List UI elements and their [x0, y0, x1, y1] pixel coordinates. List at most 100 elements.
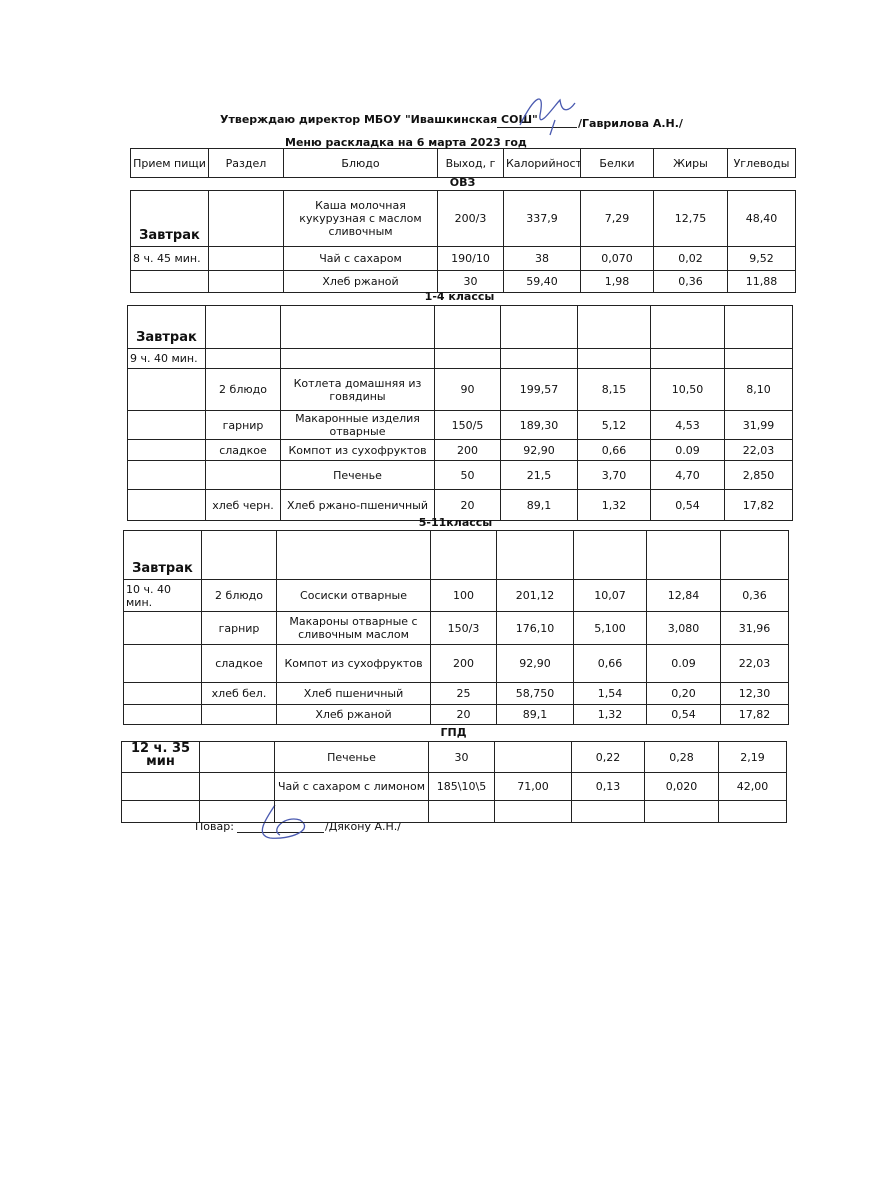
cell: Компот из сухофруктов	[276, 644, 431, 683]
cell: 3,70	[577, 460, 651, 490]
cell: 31,96	[720, 611, 789, 645]
cell	[123, 644, 202, 683]
cell: сладкое	[205, 439, 281, 461]
cell: Макароны отварные с сливочным маслом	[276, 611, 431, 645]
cell: 1,32	[573, 704, 647, 725]
cell	[280, 348, 435, 369]
section-title: 5-11классы	[418, 516, 493, 529]
cell: 0,54	[646, 704, 721, 725]
cell	[127, 410, 206, 440]
cell: 89,1	[500, 489, 578, 521]
cell: Печенье	[280, 460, 435, 490]
row: сладкое Компот из сухофруктов 200 92,90 0,66…	[127, 439, 793, 461]
row: хлеб бел. Хлеб пшеничный 25 58,750 1,54 0,20 1…	[123, 682, 789, 705]
row: 8 ч. 45 мин. Чай с сахаром 190/10 38 0,070 0,…	[130, 246, 796, 271]
header-row: Прием пищи Раздел Блюдо Выход, г Калорийност…	[130, 148, 796, 178]
cell: 150/5	[434, 410, 501, 440]
cell: 59,40	[503, 270, 581, 293]
cell: Макаронные изделия отварные	[280, 410, 435, 440]
signature-line	[497, 127, 577, 128]
cell	[205, 460, 281, 490]
section-title: 1-4 классы	[424, 290, 495, 303]
cell	[127, 368, 206, 411]
cell: 176,10	[496, 611, 574, 645]
cell: 150/3	[430, 611, 497, 645]
row: 10 ч. 40 мин. 2 блюдо Сосиски отварные 100 2…	[123, 579, 789, 612]
cell: 71,00	[494, 772, 572, 801]
cell: 5,12	[577, 410, 651, 440]
cell: хлеб бел.	[201, 682, 277, 705]
cell: 0,02	[653, 246, 728, 271]
cell: 20	[430, 704, 497, 725]
cell: 8,10	[724, 368, 793, 411]
cell	[121, 772, 200, 801]
cell: 4,53	[650, 410, 725, 440]
cell: 12,84	[646, 579, 721, 612]
cell	[577, 348, 651, 369]
cell	[123, 704, 202, 725]
cell: 11,88	[727, 270, 796, 293]
cell: 199,57	[500, 368, 578, 411]
cell: 4,70	[650, 460, 725, 490]
row: Печенье 50 21,5 3,70 4,70 2,850	[127, 460, 793, 490]
column-header: Белки	[580, 148, 654, 178]
cell: 0.09	[650, 439, 725, 461]
cell: 10 ч. 40 мин.	[123, 579, 202, 612]
column-header: Раздел	[208, 148, 284, 178]
cell: 200/3	[437, 190, 504, 247]
row	[121, 800, 787, 823]
cell	[123, 682, 202, 705]
column-header: Жиры	[653, 148, 728, 178]
cell: 10,50	[650, 368, 725, 411]
row: 9 ч. 40 мин.	[127, 348, 793, 369]
cell: 1,54	[573, 682, 647, 705]
cell	[500, 305, 578, 349]
cell: 2,19	[718, 741, 787, 773]
row: 12 ч. 35 мин Печенье 30 0,22 0,28 2,19	[121, 741, 787, 773]
cell	[276, 530, 431, 580]
cell	[571, 800, 645, 823]
row: сладкое Компот из сухофруктов 200 92,90 0,66…	[123, 644, 789, 683]
cell: 25	[430, 682, 497, 705]
cell: 22,03	[724, 439, 793, 461]
cell: 0.09	[646, 644, 721, 683]
cell: Хлеб пшеничный	[276, 682, 431, 705]
table: Прием пищи Раздел Блюдо Выход, г Калорийност…	[130, 148, 796, 178]
cell: Хлеб ржаной	[276, 704, 431, 725]
cell: 0,20	[646, 682, 721, 705]
cell: 2,850	[724, 460, 793, 490]
cell	[280, 305, 435, 349]
table: Завтрак Каша молочная кукурузная с маслом…	[130, 190, 796, 293]
cell: 12,75	[653, 190, 728, 247]
cell: Котлета домашняя из говядины	[280, 368, 435, 411]
cell	[201, 704, 277, 725]
cell: 38	[503, 246, 581, 271]
section-title: ОВЗ	[449, 176, 476, 189]
cell: 12 ч. 35 мин	[121, 741, 200, 773]
row: гарнир Макаронные изделия отварные 150/5 18…	[127, 410, 793, 440]
cell: Каша молочная кукурузная с маслом сливоч…	[283, 190, 438, 247]
cell: 22,03	[720, 644, 789, 683]
cell: Завтрак	[127, 305, 206, 349]
cell: 0,28	[644, 741, 719, 773]
cell: Компот из сухофруктов	[280, 439, 435, 461]
cell	[199, 741, 275, 773]
cell: 2 блюдо	[205, 368, 281, 411]
cell: 0,13	[571, 772, 645, 801]
row: Завтрак	[123, 530, 789, 580]
cell: 1,98	[580, 270, 654, 293]
cell: Сосиски отварные	[276, 579, 431, 612]
cell: 200	[434, 439, 501, 461]
column-header: Прием пищи	[130, 148, 209, 178]
cell: 0,54	[650, 489, 725, 521]
cell	[199, 772, 275, 801]
cell: 201,12	[496, 579, 574, 612]
cell: 189,30	[500, 410, 578, 440]
cell: 7,29	[580, 190, 654, 247]
cell	[718, 800, 787, 823]
row: Завтрак Каша молочная кукурузная с маслом…	[130, 190, 796, 247]
cell: Хлеб ржаной	[283, 270, 438, 293]
cell: 17,82	[724, 489, 793, 521]
cell	[500, 348, 578, 369]
